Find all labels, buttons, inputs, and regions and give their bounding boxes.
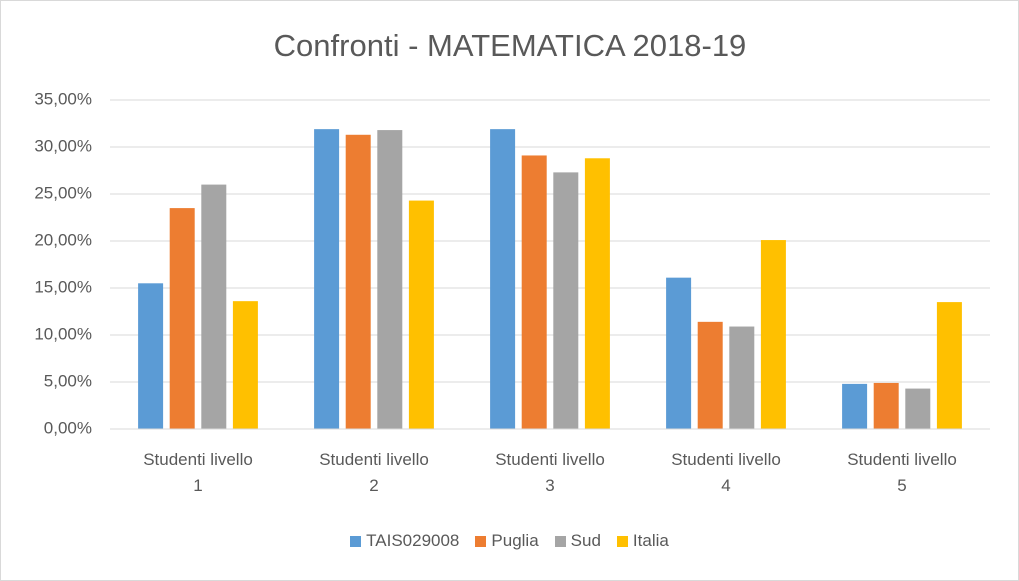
legend-label: Sud <box>570 531 601 550</box>
bar <box>697 321 723 429</box>
legend-label: Puglia <box>491 531 539 550</box>
bar <box>345 134 371 429</box>
bar <box>490 129 516 429</box>
y-tick-label: 25,00% <box>34 183 92 202</box>
x-tick-label: Studenti livello 2 <box>319 450 429 495</box>
bar <box>666 277 692 429</box>
bar <box>408 200 434 429</box>
bar <box>584 158 610 429</box>
bar <box>873 382 899 429</box>
chart-title: Confronti - MATEMATICA 2018-19 <box>274 28 747 63</box>
x-tick-label: Studenti livello 5 <box>847 450 957 495</box>
y-tick-label: 20,00% <box>34 230 92 249</box>
bar <box>553 172 579 429</box>
legend-swatch <box>616 535 628 547</box>
legend-item: Puglia <box>475 531 539 551</box>
bar <box>842 383 868 429</box>
legend-label: Italia <box>632 531 669 550</box>
legend-item: TAIS029008 <box>350 531 459 551</box>
bar <box>201 184 227 429</box>
y-tick-label: 30,00% <box>34 136 92 155</box>
bar <box>232 301 258 429</box>
bar <box>314 129 340 429</box>
bar <box>936 302 962 429</box>
x-tick-label: Studenti livello 1 <box>143 450 253 495</box>
legend-item: Italia <box>616 531 669 551</box>
legend-swatch <box>350 535 362 547</box>
legend-swatch <box>475 535 487 547</box>
bar <box>521 155 547 429</box>
x-tick-label: Studenti livello 3 <box>495 450 605 495</box>
y-tick-label: 15,00% <box>34 277 92 296</box>
y-tick-label: 35,00% <box>34 89 92 108</box>
y-tick-label: 5,00% <box>44 371 92 390</box>
legend-label: TAIS029008 <box>366 531 460 550</box>
bar <box>169 208 195 429</box>
x-tick-label: Studenti livello 4 <box>671 450 781 495</box>
bar <box>905 388 931 429</box>
bar <box>138 283 164 429</box>
legend-item: Sud <box>554 531 601 551</box>
legend-swatch <box>554 535 566 547</box>
y-tick-label: 0,00% <box>44 418 92 437</box>
bar <box>760 240 786 429</box>
bar <box>729 326 755 429</box>
legend: TAIS029008 Puglia Sud Italia <box>0 531 1019 551</box>
bar <box>377 130 403 429</box>
y-tick-label: 10,00% <box>34 324 92 343</box>
